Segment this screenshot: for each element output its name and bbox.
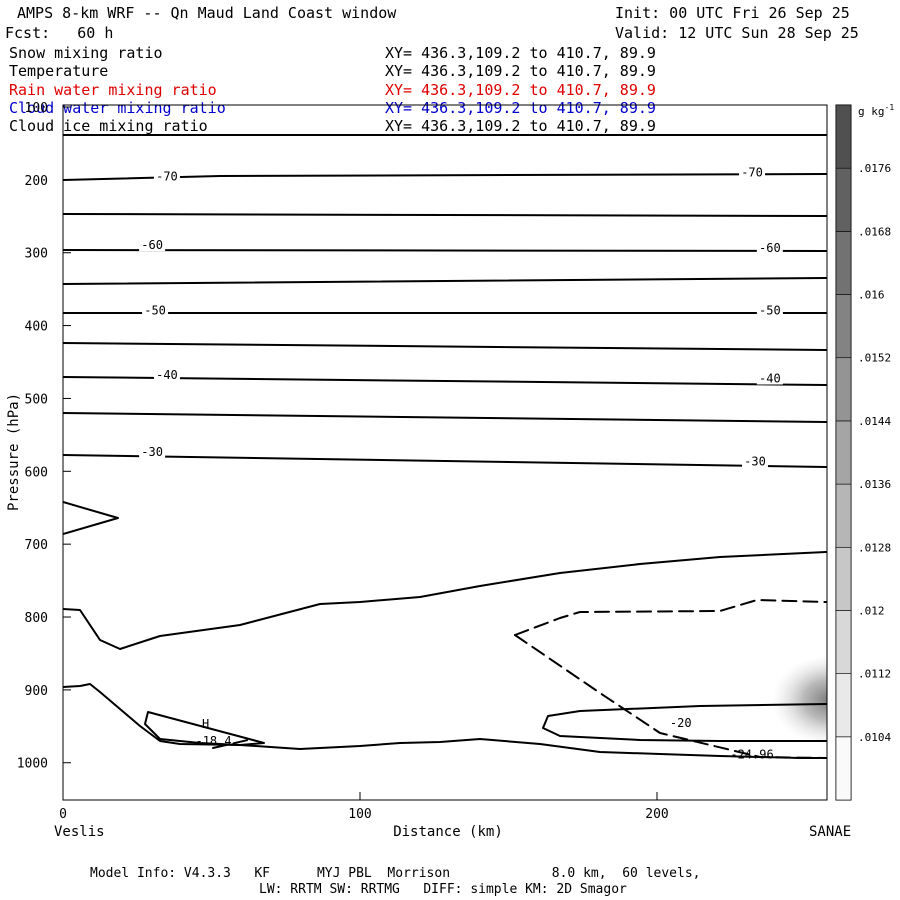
negative-contour-dashed — [514, 599, 827, 636]
isotherm-label: -40 — [759, 371, 781, 385]
model-info-line2: LW: RRTM SW: RRTMG DIFF: simple KM: 2D S… — [259, 882, 627, 897]
isotherm-contour — [63, 213, 827, 217]
colorbar-level-label: .0104 — [858, 731, 891, 744]
colorbar-segment — [835, 610, 852, 674]
colorbar-level-label: .0136 — [858, 478, 891, 491]
colorbar-segment — [835, 357, 852, 422]
y-tick-label-200: 200 — [25, 174, 48, 189]
valid-time: Valid: 12 UTC Sun 28 Sep 25 — [615, 24, 859, 42]
y-tick-label-300: 300 — [25, 247, 48, 262]
field-xy-snow: XY= 436.3,109.2 to 410.7, 89.9 — [385, 44, 656, 62]
isotherm-label-bg — [756, 240, 783, 255]
high-marker: H — [202, 717, 209, 731]
left-endpoint-label: Veslis — [54, 824, 105, 840]
chart-title: AMPS 8-km WRF -- Qn Maud Land Coast wind… — [17, 4, 397, 22]
isotherm-label: -50 — [144, 304, 166, 318]
colorbar-segment — [835, 104, 852, 169]
y-tick-label-900: 900 — [25, 684, 48, 699]
negative-contour-dashed — [212, 739, 249, 749]
y-tick-label-1000: 1000 — [17, 757, 48, 772]
minimum-value: -24.96 — [730, 748, 773, 762]
isotherm-label: -50 — [759, 304, 781, 318]
field-xy-rain: XY= 436.3,109.2 to 410.7, 89.9 — [385, 81, 656, 99]
colorbar-level-label: .0144 — [858, 415, 891, 428]
right-endpoint-label: SANAE — [809, 824, 851, 840]
isotherm-label-bg — [739, 164, 766, 179]
isotherm-label-bg — [742, 453, 769, 468]
isotherm-label: -40 — [156, 368, 178, 382]
colorbar-segment — [835, 483, 852, 548]
rain-water-shading — [772, 655, 827, 745]
isotherm-contour — [144, 711, 265, 746]
colorbar-segment — [835, 736, 852, 801]
isotherm-label-bg — [667, 715, 694, 730]
colorbar-level-label: .0152 — [858, 352, 891, 365]
plot-frame — [62, 104, 828, 801]
field-name-rain: Rain water mixing ratio — [9, 81, 217, 99]
isotherm-label: -60 — [141, 238, 163, 252]
colorbar-segment — [835, 167, 852, 232]
y-tick-label-100: 100 — [25, 101, 48, 116]
isotherm-label-bg — [142, 302, 169, 317]
isotherm-label: -70 — [156, 170, 178, 184]
y-tick-label-800: 800 — [25, 611, 48, 626]
field-xy-cloud-ice: XY= 436.3,109.2 to 410.7, 89.9 — [385, 117, 656, 135]
high-value: -18.4 — [195, 734, 231, 748]
colorbar-level-label: .016 — [858, 289, 885, 302]
isotherm-label: -30 — [141, 445, 163, 459]
colorbar-level-label: .0112 — [858, 668, 891, 681]
isotherm-label: -30 — [744, 455, 766, 469]
isotherm-contour — [63, 376, 827, 386]
isotherm-contour — [63, 501, 119, 535]
field-name-cloud-water: Cloud water mixing ratio — [9, 99, 226, 117]
x-tick-label-200: 200 — [645, 807, 668, 822]
field-name-cloud-ice: Cloud ice mixing ratio — [9, 117, 208, 135]
isotherm-label: -70 — [741, 165, 763, 179]
field-name-snow: Snow mixing ratio — [9, 44, 163, 62]
y-axis-label: Pressure (hPa) — [6, 393, 22, 511]
isotherm-label: -60 — [759, 241, 781, 255]
x-axis-label: Distance (km) — [393, 824, 503, 840]
y-tick-label-700: 700 — [25, 538, 48, 553]
isotherm-contour — [63, 454, 827, 468]
colorbar-segment — [835, 673, 852, 738]
isotherm-contour — [63, 551, 827, 650]
field-name-temperature: Temperature — [9, 62, 109, 80]
colorbar-level-label: .0168 — [858, 225, 891, 238]
colorbar-segment — [835, 231, 852, 295]
colorbar-segment — [835, 546, 852, 611]
isotherm-label-bg — [139, 237, 166, 252]
colorbar-level-label: .0176 — [858, 162, 891, 175]
field-xy-temperature: XY= 436.3,109.2 to 410.7, 89.9 — [385, 62, 656, 80]
isotherm-contour — [63, 173, 827, 181]
colorbar-unit: g kg-1 — [858, 103, 894, 118]
isotherm-label-bg — [139, 444, 166, 459]
isotherm-contour — [63, 249, 827, 252]
init-time: Init: 00 UTC Fri 26 Sep 25 — [615, 4, 850, 22]
isotherm-label-bg — [153, 168, 180, 183]
isotherm-contour — [63, 277, 827, 285]
negative-contour-dashed — [514, 634, 827, 759]
y-tick-label-400: 400 — [25, 320, 48, 335]
model-info-line1: Model Info: V4.3.3 KF MYJ PBL Morrison 8… — [90, 866, 701, 881]
isotherm-contour — [63, 342, 827, 351]
colorbar-segment — [835, 294, 852, 359]
y-tick-label-500: 500 — [25, 392, 48, 407]
x-tick-label-0: 0 — [59, 807, 67, 822]
isotherm-label-bg — [756, 370, 783, 385]
isotherm-label-bg — [756, 302, 783, 317]
field-xy-cloud-water: XY= 436.3,109.2 to 410.7, 89.9 — [385, 99, 656, 117]
forecast-hour: Fcst: 60 h — [5, 24, 114, 42]
isotherm-contour — [63, 412, 827, 423]
isotherm-label-bg — [153, 366, 180, 381]
x-tick-label-100: 100 — [348, 807, 371, 822]
isotherm-contour — [63, 683, 827, 759]
colorbar-segment — [835, 420, 852, 485]
y-tick-label-600: 600 — [25, 465, 48, 480]
colorbar-level-label: .0128 — [858, 541, 891, 554]
colorbar-level-label: .012 — [858, 604, 885, 617]
isotherm-label: -20 — [670, 716, 692, 730]
